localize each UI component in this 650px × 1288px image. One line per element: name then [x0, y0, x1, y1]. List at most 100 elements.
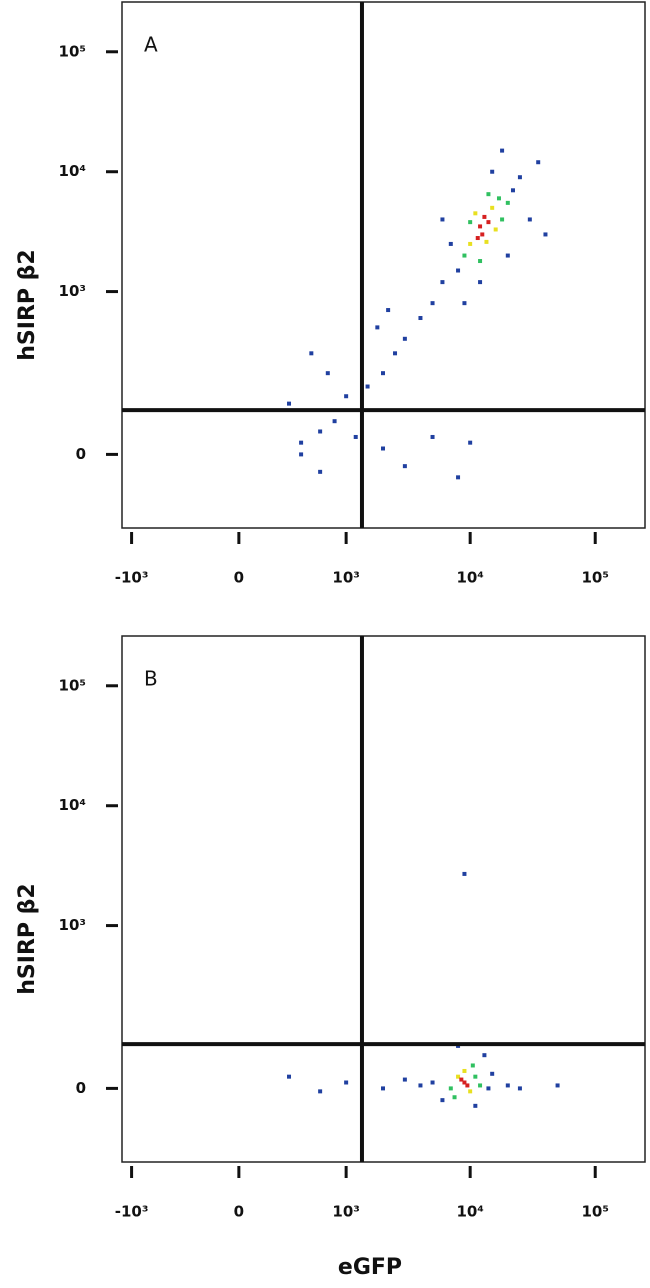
x-tick-label: 0 [234, 569, 244, 587]
event-dot [482, 214, 487, 219]
event-dot [517, 175, 522, 180]
event-dot [473, 1103, 478, 1108]
x-tick-label: 10⁵ [582, 1203, 609, 1221]
event-dot [484, 239, 489, 244]
x-tick-label: 10⁵ [582, 569, 609, 587]
plot-frame [121, 635, 646, 1163]
event-dot [456, 475, 461, 480]
event-dot [468, 440, 473, 445]
event-dot [344, 394, 349, 399]
event-dot [332, 419, 337, 424]
event-dot [318, 429, 323, 434]
event-dot [486, 1086, 491, 1091]
event-dot [490, 169, 495, 174]
event-dot [478, 1083, 483, 1088]
event-dot [402, 336, 407, 341]
event-dot [478, 280, 483, 285]
x-tick-label: 0 [234, 1203, 244, 1221]
event-dot [353, 434, 358, 439]
event-dot [462, 301, 467, 306]
event-dot [456, 268, 461, 273]
event-dot [468, 1089, 473, 1094]
event-dot [325, 371, 330, 376]
event-dot [365, 384, 370, 389]
event-dot [490, 205, 495, 210]
x-tick-label: -10³ [115, 1203, 149, 1221]
event-dot [496, 196, 501, 201]
x-tick-label: 10⁴ [456, 1203, 483, 1221]
event-dot [473, 1074, 478, 1079]
event-dot [475, 236, 480, 241]
event-dot [482, 1053, 487, 1058]
event-dot [459, 1077, 464, 1082]
event-dot [375, 325, 380, 330]
event-dot [478, 224, 483, 229]
event-dot [430, 1080, 435, 1085]
event-dot [505, 200, 510, 205]
event-dot [452, 1095, 457, 1100]
event-dot [402, 1077, 407, 1082]
x-tick-label: -10³ [115, 569, 149, 587]
event-dot [517, 1086, 522, 1091]
panel-label: B [144, 667, 158, 691]
y-tick-label: 10³ [59, 282, 86, 300]
event-dot [440, 1098, 445, 1103]
event-dot [418, 1083, 423, 1088]
x-tick-label: 10³ [332, 1203, 359, 1221]
plot-frame [121, 1, 646, 529]
event-dot [478, 259, 483, 264]
y-tick-label: 10⁵ [59, 42, 86, 60]
event-dot [318, 469, 323, 474]
event-dot [381, 446, 386, 451]
event-dot [505, 253, 510, 258]
event-dot [486, 220, 491, 225]
event-dot [465, 1083, 470, 1088]
y-axis-title: hSIRP β2 [15, 249, 40, 360]
event-dot [493, 227, 498, 232]
event-dot [448, 241, 453, 246]
y-tick-label: 0 [76, 445, 86, 463]
event-dot [468, 220, 473, 225]
event-dot [299, 440, 304, 445]
y-tick-label: 10³ [59, 916, 86, 934]
event-dot [430, 434, 435, 439]
event-dot [462, 871, 467, 876]
event-dot [309, 351, 314, 356]
event-dot [386, 308, 391, 313]
y-axis-title: hSIRP β2 [15, 883, 40, 994]
event-dot [440, 280, 445, 285]
y-tick-label: 10⁵ [59, 676, 86, 694]
event-dot [510, 188, 515, 193]
y-tick-label: 0 [76, 1079, 86, 1097]
event-dot [480, 232, 485, 237]
event-dot [344, 1080, 349, 1085]
event-dot [381, 371, 386, 376]
event-dot [418, 316, 423, 321]
event-dot [299, 452, 304, 457]
event-dot [486, 192, 491, 197]
event-dot [505, 1083, 510, 1088]
event-dot [462, 1080, 467, 1085]
panel-label: A [144, 33, 158, 57]
x-axis-title: eGFP [338, 1255, 402, 1280]
x-tick-label: 10⁴ [456, 569, 483, 587]
event-dot [468, 241, 473, 246]
event-dot [473, 211, 478, 216]
event-dot [381, 1086, 386, 1091]
event-dot [470, 1063, 475, 1068]
y-tick-label: 10⁴ [59, 162, 86, 180]
event-dot [490, 1071, 495, 1076]
x-tick-label: 10³ [332, 569, 359, 587]
event-dot [555, 1083, 560, 1088]
event-dot [536, 160, 541, 165]
event-dot [456, 1074, 461, 1079]
event-dot [318, 1089, 323, 1094]
event-dot [543, 232, 548, 237]
event-dot [500, 148, 505, 153]
event-dot [430, 301, 435, 306]
event-dot [462, 253, 467, 258]
y-tick-label: 10⁴ [59, 796, 86, 814]
event-dot [448, 1086, 453, 1091]
